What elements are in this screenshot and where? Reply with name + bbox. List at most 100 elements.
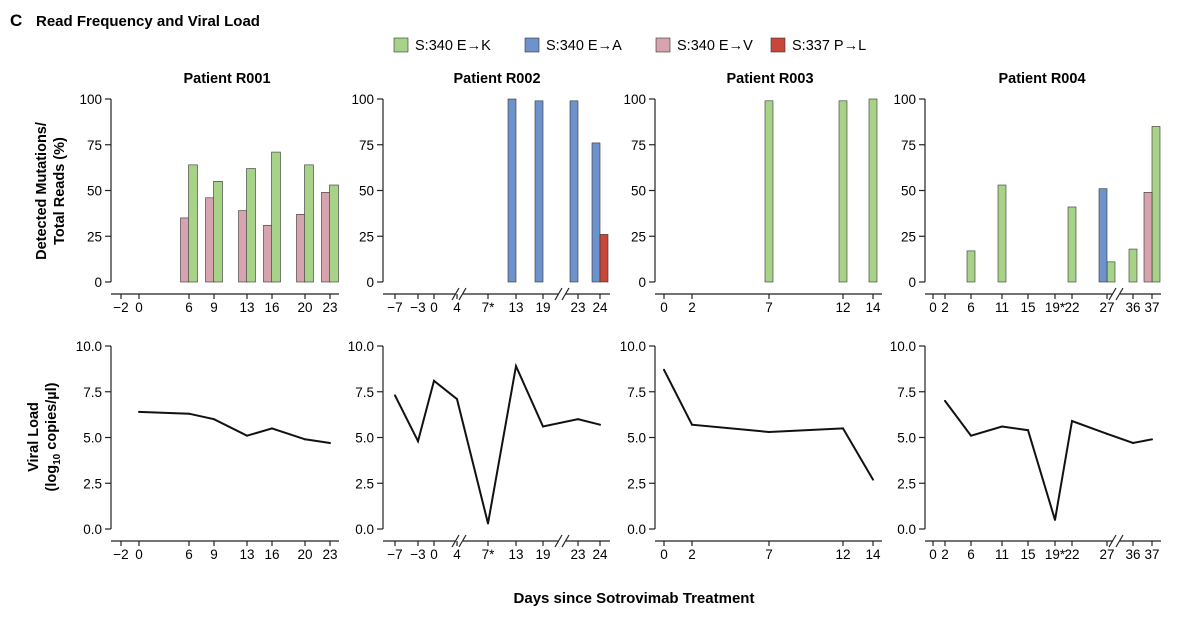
- x-tick-label: 16: [264, 300, 279, 315]
- axis-break-mark: [458, 287, 467, 301]
- x-tick-label: 9: [210, 547, 218, 562]
- bar-s-340-e-v-4: [296, 213, 306, 283]
- x-tick-label: −7: [387, 300, 402, 315]
- x-tick-label: 37: [1144, 300, 1159, 315]
- viral-load-point-3: [842, 427, 844, 430]
- bar-s-340-e-v-3: [263, 224, 273, 283]
- panel-letter: C: [10, 11, 22, 30]
- y-tick-label: 10.0: [890, 339, 916, 354]
- viral-load-point-4: [872, 478, 874, 481]
- y-tick-label: 2.5: [897, 476, 916, 491]
- bar-s-340-e-k-2: [1067, 206, 1077, 283]
- x-tick-label: 13: [239, 547, 254, 562]
- y-tick-label: 10.0: [348, 339, 374, 354]
- y-tick-label: 5.0: [83, 431, 102, 446]
- viral-load-point-1: [691, 423, 693, 426]
- axis-break-mark: [458, 534, 467, 548]
- viral-load-point-8: [1151, 438, 1153, 441]
- top-y-axis-label-line1: Detected Mutations/: [34, 122, 50, 260]
- viral-load-point-4: [1054, 518, 1056, 521]
- y-tick-label: 0.0: [897, 522, 916, 537]
- x-tick-label: 15: [1020, 300, 1035, 315]
- y-tick-label: 0: [908, 275, 916, 290]
- x-tick-label: 0: [660, 300, 668, 315]
- line-chart-4: 0.0 2.5 5.0 7.5 10.0 0 2 6 11 15 19* 22 27 36 37: [890, 339, 1161, 562]
- bar-s-340-e-v-0: [180, 217, 190, 283]
- x-tick-label: 4: [453, 547, 461, 562]
- top-y-axis-label-line2: Total Reads (%): [52, 137, 68, 245]
- y-tick-label: 0: [94, 275, 102, 290]
- viral-load-point-6: [542, 425, 544, 428]
- axis-break-mark: [554, 534, 563, 548]
- y-tick-label: 0.0: [627, 522, 646, 537]
- y-tick-label: 10.0: [76, 339, 102, 354]
- x-tick-label: 9: [210, 300, 218, 315]
- x-tick-label: 4: [453, 300, 461, 315]
- y-tick-label: 50: [901, 184, 916, 199]
- y-tick-label: 75: [359, 138, 374, 153]
- x-tick-label: 27: [1099, 547, 1114, 562]
- viral-load-line: [394, 362, 601, 524]
- bar-s-340-e-k-4: [304, 164, 314, 283]
- bar-s-340-e-a-0: [507, 98, 517, 283]
- x-tick-label: 6: [967, 547, 975, 562]
- y-tick-label: 10.0: [620, 339, 646, 354]
- x-tick-label: 24: [592, 300, 608, 315]
- x-tick-label: 22: [1064, 547, 1079, 562]
- y-tick-label: 5.0: [627, 431, 646, 446]
- x-tick-label: 0: [929, 547, 937, 562]
- bar-s-340-e-v-2: [238, 210, 248, 283]
- bar-s-340-e-k-2: [246, 168, 256, 283]
- x-tick-label: 0: [929, 300, 937, 315]
- x-tick-label: 7*: [482, 547, 496, 562]
- axis-break-mark: [561, 534, 570, 548]
- bar-s-340-e-k-4: [1128, 248, 1138, 283]
- axis-break-mark: [1108, 287, 1117, 301]
- viral-load-point-3: [246, 434, 248, 437]
- y-tick-label: 2.5: [627, 476, 646, 491]
- viral-load-point-7: [577, 418, 579, 421]
- line-chart-3: 0.0 2.5 5.0 7.5 10.0 0 2 7 12 14: [620, 339, 882, 562]
- viral-load-point-6: [1106, 432, 1108, 435]
- x-tick-label: 19: [535, 300, 550, 315]
- legend-swatch-3: [770, 37, 786, 53]
- bar-chart-3: Patient R003 0 25 50 75 100 0 2 7 12 14: [623, 71, 882, 315]
- y-tick-label: 75: [631, 138, 646, 153]
- x-tick-label: 6: [967, 300, 975, 315]
- viral-load-point-4: [271, 427, 273, 430]
- y-tick-label: 50: [359, 184, 374, 199]
- x-tick-label: 13: [508, 547, 523, 562]
- viral-load-point-1: [970, 434, 972, 437]
- legend-label-1: S:340 E→A: [546, 38, 622, 54]
- x-tick-label: 36: [1125, 547, 1140, 562]
- bar-s-340-e-k-1: [838, 100, 848, 283]
- legend-label-0: S:340 E→K: [415, 38, 491, 54]
- y-tick-label: 25: [901, 229, 916, 244]
- x-tick-label: −7: [387, 547, 402, 562]
- x-tick-label: 19: [535, 547, 550, 562]
- axis-break-mark: [1108, 534, 1117, 548]
- x-tick-label: 20: [297, 300, 312, 315]
- axis-break-mark: [451, 534, 460, 548]
- bar-s-340-e-k-3: [1106, 261, 1116, 283]
- y-tick-label: 7.5: [83, 385, 102, 400]
- x-tick-label: 0: [135, 300, 143, 315]
- y-tick-label: 50: [631, 184, 646, 199]
- legend-label-2: S:340 E→V: [677, 38, 753, 54]
- x-tick-label: 27: [1099, 300, 1114, 315]
- viral-load-point-0: [138, 410, 140, 413]
- line-chart-1: 0.0 2.5 5.0 7.5 10.0 −2 0 6 9 13 16 20 23: [76, 339, 339, 562]
- x-tick-label: 2: [688, 300, 696, 315]
- x-tick-label: 19*: [1045, 300, 1066, 315]
- y-tick-label: 0: [638, 275, 646, 290]
- x-tick-label: 13: [508, 300, 523, 315]
- bar-s-340-e-k-3: [271, 151, 281, 283]
- viral-load-point-7: [1132, 441, 1134, 444]
- x-tick-label: 0: [135, 547, 143, 562]
- axis-break-mark: [1115, 287, 1124, 301]
- x-tick-label: 11: [995, 300, 1009, 315]
- x-tick-label: 11: [995, 547, 1009, 562]
- bar-s-340-e-k-0: [966, 250, 976, 283]
- bar-s-340-e-v-0: [1143, 192, 1153, 283]
- x-tick-label: 23: [322, 300, 337, 315]
